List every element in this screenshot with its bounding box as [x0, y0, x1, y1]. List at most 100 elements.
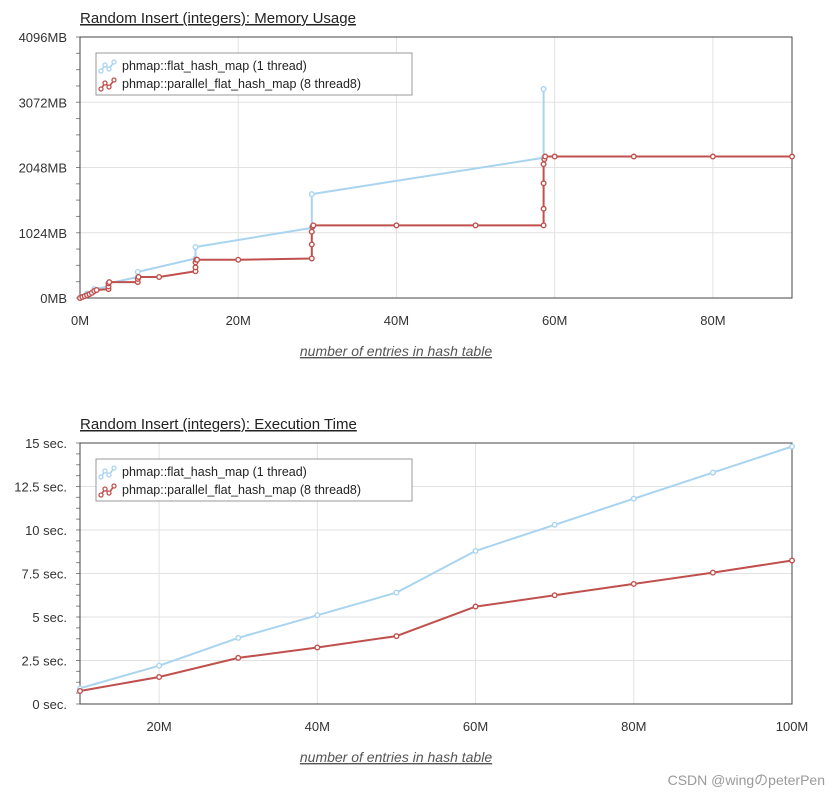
series-parallel-flat-hash-map — [76, 153, 796, 302]
x-axis-label: number of entries in hash table — [300, 343, 492, 359]
y-tick-label: 15 sec. — [25, 436, 67, 451]
legend-marker — [111, 59, 117, 65]
data-point — [314, 644, 321, 651]
legend-line — [100, 61, 115, 72]
legend-item: phmap::flat_hash_map (1 thread) — [98, 59, 307, 74]
legend-line — [100, 485, 115, 496]
plot-frame — [79, 36, 793, 299]
chart-1: Random Insert (integers): Memory Usage 0M… — [19, 10, 796, 359]
legend-marker — [106, 490, 112, 496]
data-point — [308, 241, 315, 248]
x-tick-label: 80M — [621, 719, 646, 734]
data-point — [135, 273, 142, 280]
data-point — [709, 569, 716, 576]
legend-line — [100, 79, 115, 90]
chart-title: Random Insert (integers): Memory Usage — [80, 10, 356, 27]
data-point — [709, 469, 716, 476]
data-point — [235, 634, 242, 641]
x-tick-label: 20M — [146, 719, 171, 734]
legend-line-icon — [98, 77, 117, 92]
legend-marker — [98, 86, 104, 92]
data-point — [192, 244, 199, 251]
data-point — [393, 589, 400, 596]
data-point — [472, 547, 479, 554]
legend: phmap::flat_hash_map (1 thread)phmap::pa… — [95, 52, 413, 96]
legend-marker — [98, 492, 104, 498]
legend-label: phmap::parallel_flat_hash_map (8 thread8… — [122, 77, 361, 91]
chart-title: Random Insert (integers): Execution Time — [80, 416, 357, 433]
y-tick-label: 10 sec. — [25, 523, 67, 538]
data-point — [630, 495, 637, 502]
legend-item: phmap::flat_hash_map (1 thread) — [98, 465, 307, 480]
data-point — [156, 674, 163, 681]
legend-item: phmap::parallel_flat_hash_map (8 thread8… — [98, 483, 361, 498]
data-point — [789, 153, 796, 160]
legend-marker — [102, 80, 108, 86]
data-point — [393, 633, 400, 640]
data-point — [235, 654, 242, 661]
data-point — [630, 153, 637, 160]
legend-marker — [98, 68, 104, 74]
x-tick-label: 60M — [463, 719, 488, 734]
data-point — [540, 222, 547, 229]
y-tick-label: 1024MB — [19, 226, 67, 241]
y-tick-label: 2.5 sec. — [21, 654, 67, 669]
legend-line-icon — [98, 59, 117, 74]
legend: phmap::flat_hash_map (1 thread)phmap::pa… — [95, 458, 413, 502]
data-point — [630, 580, 637, 587]
data-point — [192, 264, 199, 271]
legend-marker — [102, 62, 108, 68]
data-point — [540, 85, 547, 92]
x-tick-label: 0M — [71, 313, 89, 328]
data-point — [540, 161, 547, 168]
series-flat-hash-map — [76, 443, 796, 692]
legend-label: phmap::flat_hash_map (1 thread) — [122, 59, 307, 73]
data-point — [156, 662, 163, 669]
legend-box — [95, 52, 413, 96]
data-point — [551, 592, 558, 599]
data-point — [308, 228, 315, 235]
x-tick-label: 80M — [700, 313, 725, 328]
data-point — [194, 256, 201, 263]
x-tick-label: 60M — [542, 313, 567, 328]
data-point — [709, 153, 716, 160]
series-line — [79, 559, 793, 692]
series-line — [79, 155, 792, 299]
data-point — [106, 279, 113, 286]
legend-marker — [111, 483, 117, 489]
data-point — [235, 256, 242, 263]
watermark: CSDN @wingのpeterPen — [667, 772, 825, 788]
series-flat-hash-map — [76, 85, 547, 302]
data-point — [789, 443, 796, 450]
data-point — [393, 222, 400, 229]
legend-box — [95, 458, 413, 502]
data-point — [314, 612, 321, 619]
y-tick-label: 0 sec. — [32, 697, 67, 712]
y-tick-label: 7.5 sec. — [21, 567, 67, 582]
x-tick-label: 40M — [384, 313, 409, 328]
data-point — [551, 153, 558, 160]
series-parallel-flat-hash-map — [76, 557, 796, 694]
plot-frame — [79, 442, 793, 705]
x-tick-label: 20M — [226, 313, 251, 328]
legend-marker — [111, 465, 117, 471]
data-point — [551, 521, 558, 528]
x-tick-label: 100M — [776, 719, 809, 734]
x-axis-label: number of entries in hash table — [300, 749, 492, 765]
y-tick-label: 12.5 sec. — [14, 480, 67, 495]
legend-marker — [106, 66, 112, 72]
data-point — [76, 687, 83, 694]
data-point — [308, 191, 315, 198]
data-point — [134, 268, 141, 275]
data-point — [789, 557, 796, 564]
legend-line-icon — [98, 483, 117, 498]
legend-line-icon — [98, 465, 117, 480]
legend-marker — [102, 468, 108, 474]
legend-item: phmap::parallel_flat_hash_map (8 thread8… — [98, 77, 361, 92]
y-tick-label: 2048MB — [19, 161, 67, 176]
y-tick-label: 4096MB — [19, 30, 67, 45]
chart-2: Random Insert (integers): Execution Time… — [14, 416, 808, 765]
data-point — [542, 153, 549, 160]
data-point — [156, 273, 163, 280]
